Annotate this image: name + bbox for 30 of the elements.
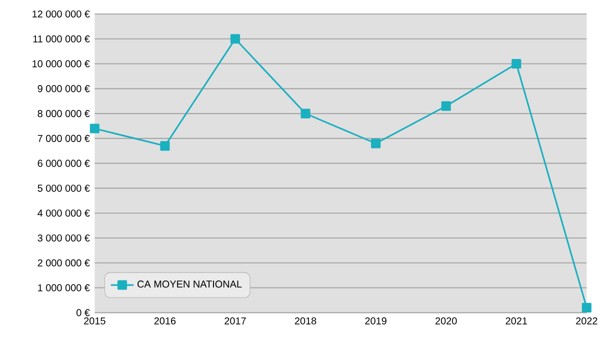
x-tick-label: 2019 [365,317,386,324]
x-tick-label: 2015 [84,317,106,324]
point [90,124,100,134]
y-tick-label: 7 000 000 € [38,134,90,142]
y-tick-label: 6 000 000 € [38,160,90,167]
point [512,58,522,69]
y-tick-label: 3 000 000 € [38,234,90,242]
x-tick-label: 2020 [436,317,457,324]
point [230,34,240,44]
point [160,141,170,151]
y-tick-label: 11 000 000 € [33,35,90,42]
x-tick-label: 2021 [506,317,527,324]
y-tick-label: 8 000 000 € [38,110,90,118]
y-tick-label: 12 000 000 € [32,10,90,18]
x-tick-label: 2017 [224,317,246,324]
y-tick-label: 4 000 000 € [38,210,90,217]
y-tick-label: 10 000 000 € [32,60,90,68]
point [371,138,381,148]
y-tick-label: 5 000 000 € [38,184,90,192]
y-tick-label: 0 € [76,309,90,316]
y-tick-label: 2 000 000 € [38,259,90,266]
y-tick-label: 9 000 000 € [38,85,90,92]
y-tick-label: 1 000 000 € [38,284,90,292]
x-tick-label: 2022 [576,317,598,324]
x-tick-label: 2016 [154,317,176,324]
point [441,101,451,111]
point [582,302,592,312]
point [300,108,310,118]
legend-label: CA MOYEN NATIONAL [138,280,242,288]
x-tick-label: 2018 [294,317,316,324]
